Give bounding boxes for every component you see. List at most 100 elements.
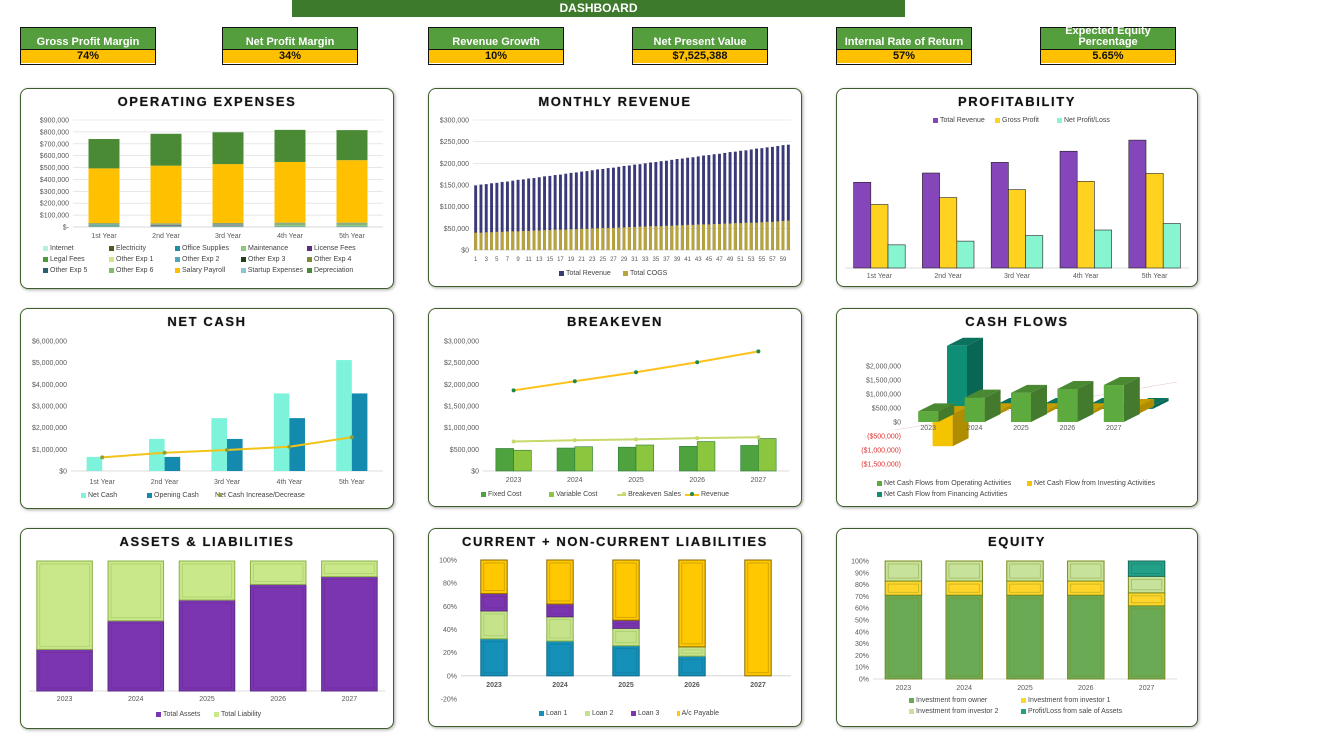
bar: [505, 231, 509, 250]
bar-bevel: [1009, 583, 1041, 593]
bar: [781, 145, 785, 250]
x-tick-label: 45: [706, 257, 713, 263]
y-tick-label: $1,500,000: [444, 404, 479, 411]
bar-segment: [1006, 594, 1044, 680]
bar: [679, 446, 698, 472]
x-tick-label: 2027: [1139, 685, 1155, 692]
bar: [870, 204, 889, 269]
legend-label: Maintenance: [248, 245, 289, 252]
bar-bevel: [1070, 563, 1102, 579]
chart-legend: Loan 1 Loan 2 Loan 3 A/c Payable: [539, 710, 719, 717]
y-tick-label: $300,000: [40, 189, 69, 196]
bar: [1076, 181, 1095, 269]
y-tick-label: $200,000: [440, 161, 469, 168]
y-tick-label: 10%: [855, 665, 869, 672]
bar: [776, 221, 780, 250]
bar-segment: [88, 139, 120, 169]
legend-label: Profit/Loss from sale of Assets: [1028, 708, 1123, 715]
legend-item: Net Cash Flows from Operating Activities: [877, 480, 1023, 487]
x-tick-label: 47: [716, 257, 723, 263]
bar-segment: [612, 627, 640, 647]
kpi-value: 74%: [21, 50, 155, 63]
x-tick-label: 4th Year: [277, 233, 303, 240]
bar: [1145, 173, 1164, 269]
bar-segment: [480, 610, 508, 640]
y-tick-label: $600,000: [40, 153, 69, 160]
y-tick-label: $1,000,000: [32, 447, 67, 454]
bar-side: [984, 389, 1001, 422]
bar: [760, 148, 764, 250]
y-tick-label: $5,000,000: [32, 360, 67, 367]
legend-item: Gross Profit: [995, 117, 1053, 124]
x-tick-label: 2025: [628, 477, 644, 484]
chart-title: MONTHLY REVENUE: [538, 94, 692, 109]
x-tick-label: 5th Year: [339, 479, 365, 486]
y-tick-label: $200,000: [40, 201, 69, 208]
bar: [887, 244, 906, 269]
line-marker: [287, 444, 292, 449]
bar-top: [947, 337, 983, 346]
chart-title: CURRENT + NON-CURRENT LIABILITIES: [462, 534, 768, 549]
x-tick-label: 53: [748, 257, 755, 263]
legend-item: Investment from owner: [909, 697, 1017, 704]
legend-label: Office Supplies: [182, 245, 229, 252]
bar: [691, 224, 695, 250]
x-tick-label: 1st Year: [90, 479, 116, 486]
chart-plot: $0 $1,000,000 $2,000,000 $3,000,000 $4,000,0…: [32, 339, 383, 486]
y-tick-label: 0%: [447, 673, 457, 680]
bar: [474, 185, 478, 250]
legend-item: Fixed Cost: [481, 491, 545, 498]
bar-bevel: [324, 563, 375, 574]
y-tick-label: -20%: [441, 697, 457, 704]
bar: [740, 445, 759, 472]
legend-item: Other Exp 3: [241, 256, 303, 263]
kpi-value: 57%: [837, 50, 971, 63]
bar-side: [938, 403, 955, 422]
x-tick-label: 25: [600, 257, 607, 263]
bar: [484, 184, 488, 250]
y-tick-label: 100%: [439, 558, 457, 565]
legend-item: Other Exp 4: [307, 256, 369, 263]
bar-segment: [321, 576, 378, 692]
bar: [273, 393, 290, 471]
bar: [495, 182, 499, 250]
chart-title: EQUITY: [988, 534, 1046, 549]
bar-segment: [1127, 592, 1166, 607]
liabilities-chart: -20% 0% 20% 40% 60% 80% 100% 2023 2024 2025 2026 20…: [428, 528, 802, 727]
bar: [707, 224, 711, 250]
bar: [664, 160, 668, 250]
bar-segment: [36, 560, 93, 650]
bar-bevel: [483, 613, 505, 637]
legend-item: Investment from investor 2: [909, 708, 1017, 715]
bar: [516, 231, 520, 250]
y-tick-label: $1,500,000: [866, 378, 901, 385]
legend-swatch: [677, 711, 680, 716]
legend-label: Fixed Cost: [488, 491, 522, 498]
legend-item: License Fees: [307, 245, 369, 252]
legend-label: Other Exp 3: [248, 256, 286, 263]
bar: [569, 229, 573, 250]
bar: [500, 231, 504, 250]
bar: [521, 230, 525, 250]
legend-label: Internet: [50, 245, 74, 252]
bar-segment: [1006, 560, 1044, 582]
y-tick-label: $50,000: [444, 226, 469, 233]
x-tick-label: 2023: [506, 477, 522, 484]
x-tick-label: 13: [536, 257, 543, 263]
line-marker: [572, 379, 577, 384]
bar: [956, 240, 975, 269]
legend-item: Total Revenue: [933, 117, 991, 124]
bar-bevel: [681, 649, 703, 654]
legend-swatch: [175, 268, 180, 273]
bar: [686, 224, 690, 250]
bar: [712, 154, 716, 250]
bar-side: [952, 406, 969, 447]
bar-side: [1077, 380, 1094, 422]
bar-segment: [884, 594, 923, 680]
x-tick-label: 2nd Year: [934, 273, 962, 280]
bar: [643, 226, 647, 250]
legend-item: Net Profit/Loss: [1057, 117, 1115, 124]
bar: [596, 169, 600, 250]
legend-item: Salary Payroll: [175, 267, 237, 274]
bar-top: [1057, 380, 1094, 389]
